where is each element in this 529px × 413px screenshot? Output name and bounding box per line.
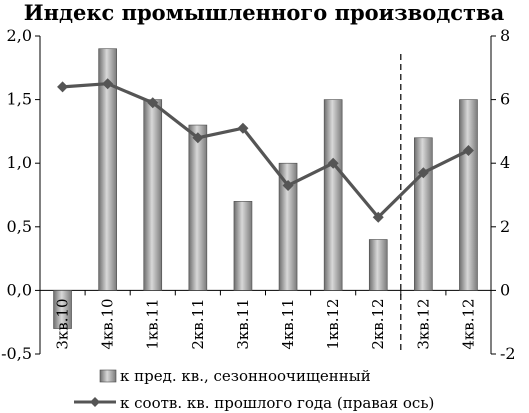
left-tick-label: 2,0 [7, 26, 32, 45]
right-tick-label: -2 [500, 344, 516, 363]
line-series [57, 78, 474, 223]
legend-line-marker [90, 397, 100, 407]
bar [368, 239, 388, 291]
right-tick-label: 8 [500, 26, 510, 45]
category-label: 2кв.11 [189, 298, 207, 349]
line-path [62, 82, 470, 219]
line-point [372, 211, 384, 223]
left-tick-label: -0,5 [1, 344, 32, 363]
bar [323, 99, 343, 291]
right-tick-label: 6 [500, 90, 510, 109]
line-point [192, 132, 204, 144]
bar [278, 162, 298, 291]
right-tick-label: 4 [500, 153, 510, 172]
category-label: 1кв.12 [324, 298, 342, 349]
legend: к пред. кв., сезонноочищенный к соотв. кв… [74, 367, 434, 412]
line-point [282, 179, 294, 191]
category-label: 3кв.11 [234, 298, 252, 349]
line-point [57, 81, 69, 93]
left-tick-label: 0,0 [7, 280, 32, 299]
bar [98, 48, 117, 291]
legend-bar-swatch [99, 369, 117, 383]
line-point [237, 122, 249, 134]
tick-labels: -0,5 0,0 0,5 1,0 1,5 2,0 -2 0 2 4 6 8 3кв.10 4кв.10 1к… [1, 26, 515, 363]
category-label: 4кв.11 [279, 298, 297, 349]
chart-title: Индекс промышленного производства [24, 0, 505, 25]
category-label: 3кв.12 [414, 298, 432, 349]
category-label: 4кв.10 [99, 298, 117, 349]
left-tick-label: 1,0 [7, 153, 32, 172]
left-tick-label: 1,5 [7, 90, 32, 109]
category-label: 2кв.12 [369, 298, 387, 349]
bar [233, 201, 253, 291]
category-label: 4кв.12 [459, 298, 477, 349]
right-tick-label: 2 [500, 217, 510, 236]
right-tick-label: 0 [500, 280, 510, 299]
left-tick-label: 0,5 [7, 217, 32, 236]
line-point [417, 167, 429, 179]
legend-line-label: к соотв. кв. прошлого года (правая ось) [120, 394, 434, 412]
legend-bar-label: к пред. кв., сезонноочищенный [120, 367, 371, 385]
category-label: 1кв.11 [144, 298, 162, 349]
bar [414, 137, 433, 291]
line-point [147, 97, 159, 109]
bar [143, 99, 163, 291]
bar-series [53, 48, 478, 329]
line-point [327, 157, 339, 169]
bar [188, 124, 208, 291]
bar [53, 290, 72, 329]
line-point [462, 144, 474, 156]
line-point [102, 78, 114, 90]
bar [459, 99, 478, 291]
category-label: 3кв.10 [54, 298, 72, 349]
